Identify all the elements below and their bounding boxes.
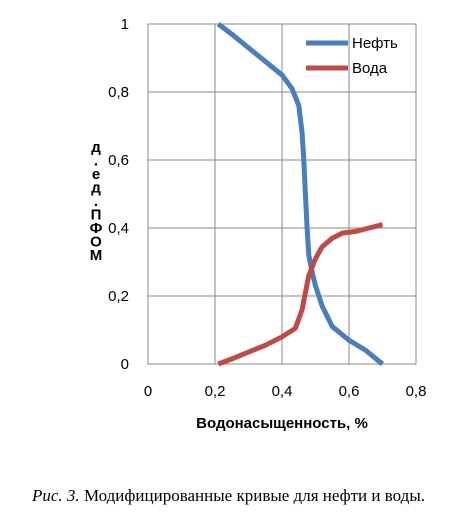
y-label-char: .	[94, 153, 98, 170]
y-label-char: .	[94, 193, 98, 210]
y-axis-ticks: 0 0,2 0,4 0,6 0,8 1	[108, 16, 129, 373]
plot-area	[147, 23, 417, 365]
caption-text: Модифицированные кривые для нефти и воды…	[79, 486, 425, 505]
series-line	[216, 22, 385, 366]
y-tick-label: 0,2	[108, 288, 129, 305]
y-tick-label: 0	[121, 356, 129, 373]
y-tick-label: 1	[121, 16, 129, 33]
y-tick-label: 0,4	[108, 220, 129, 237]
y-label-char: е	[92, 166, 100, 183]
legend-label: Нефть	[352, 35, 398, 52]
series-lines	[216, 22, 385, 367]
figure-caption: Рис. 3. Модифицированные кривые для нефт…	[0, 486, 457, 506]
x-tick-label: 0,6	[339, 383, 360, 400]
y-label-char: д	[91, 180, 101, 197]
caption-number: Рис. 3.	[32, 486, 80, 505]
x-tick-label: 0	[144, 383, 152, 400]
y-label-char: М	[90, 247, 103, 264]
y-label-char: Ф	[90, 220, 103, 237]
x-tick-label: 0,8	[406, 383, 427, 400]
y-tick-label: 0,6	[108, 152, 129, 169]
x-tick-label: 0,4	[272, 383, 293, 400]
y-label-char: д	[91, 139, 101, 156]
y-label-char: О	[90, 234, 102, 251]
series-line	[217, 222, 384, 367]
y-tick-label: 0,8	[108, 84, 129, 101]
x-axis-ticks: 0 0,2 0,4 0,6 0,8	[144, 383, 427, 400]
x-axis-label: Водонасыщенность, %	[196, 415, 368, 432]
x-tick-label: 0,2	[205, 383, 226, 400]
chart-grid	[147, 23, 417, 365]
legend: Нефть Вода	[306, 35, 398, 77]
chart: 0 0,2 0,4 0,6 0,8 1 0 0,2 0,4 0,6 0,8 Нефть Вода В…	[90, 16, 427, 432]
legend-label: Вода	[352, 60, 388, 77]
y-label-char: П	[91, 207, 102, 224]
